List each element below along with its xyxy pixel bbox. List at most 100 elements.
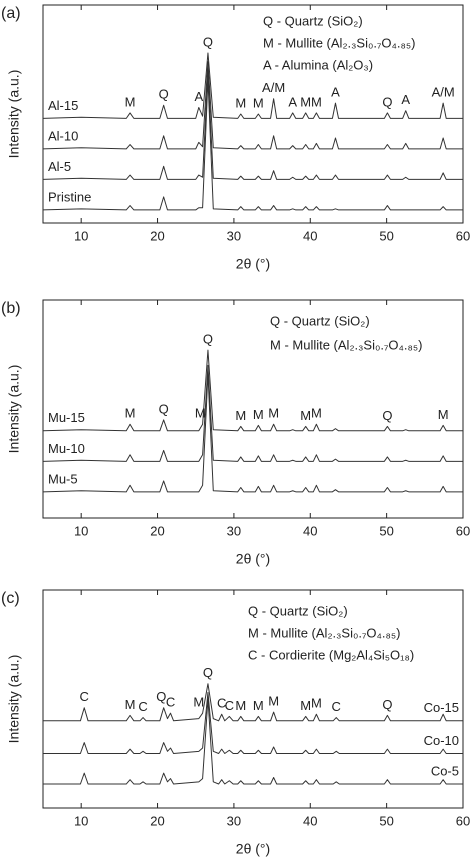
phase-legend-entry: Q - Quartz (SiO₂) (263, 13, 363, 28)
peak-annotation: C (217, 696, 226, 711)
peak-annotation: M (125, 406, 136, 421)
x-tick-label: 60 (456, 523, 470, 538)
peak-annotation: M (235, 698, 246, 713)
x-tick-label: 30 (227, 813, 241, 828)
peak-annotation: M (438, 407, 449, 422)
peak-annotation: Q (203, 34, 213, 49)
peak-annotation: M (235, 95, 246, 110)
peak-annotation: M (253, 698, 264, 713)
phase-legend-entry: M - Mullite (Al₂.₃Si₀.₇O₄.₈₅) (263, 35, 415, 50)
x-tick-label: 40 (303, 813, 317, 828)
x-axis-label: 2θ (°) (236, 841, 270, 857)
xrd-pattern (42, 349, 463, 432)
panel-label: (a) (1, 5, 21, 22)
phase-legend-entry: M - Mullite (Al₂.₃Si₀.₇O₄.₈₅) (270, 337, 422, 352)
xrd-pattern (42, 69, 463, 180)
x-tick-label: 10 (74, 523, 88, 538)
y-axis-label: Intensity (a.u.) (6, 655, 22, 744)
peak-annotation: Q (382, 697, 392, 712)
peak-annotation: A/M (432, 85, 455, 100)
xrd-pattern (42, 364, 463, 462)
peak-annotation: Q (159, 401, 169, 416)
peak-annotation: Q (382, 94, 392, 109)
series-label: Mu-5 (48, 471, 78, 486)
peak-annotation: M (311, 94, 322, 109)
series-label: Co-10 (424, 733, 459, 748)
xrd-pattern (43, 683, 463, 722)
x-axis-label: 2θ (°) (236, 256, 270, 272)
series-label: Mu-15 (48, 410, 85, 425)
xrd-pattern (42, 52, 463, 119)
series-label: Co-15 (424, 700, 459, 715)
peak-annotation: C (332, 699, 341, 714)
peak-annotation: M (268, 406, 279, 421)
x-axis-label: 2θ (°) (236, 551, 270, 567)
x-tick-label: 20 (150, 813, 164, 828)
peak-annotation: M (195, 406, 206, 421)
peak-annotation: M (311, 406, 322, 421)
phase-legend-entry: C - Cordierite (Mg₂Al₄Si₅O₁₈) (248, 647, 414, 662)
peak-annotation: C (166, 695, 175, 710)
phase-legend-entry: Q - Quartz (SiO₂) (270, 313, 370, 328)
y-axis-label: Intensity (a.u.) (6, 70, 22, 159)
x-tick-label: 20 (150, 228, 164, 243)
peak-annotation: M (125, 94, 136, 109)
x-tick-label: 50 (379, 228, 393, 243)
x-tick-label: 30 (227, 523, 241, 538)
phase-legend-entry: M - Mullite (Al₂.₃Si₀.₇O₄.₈₅) (248, 625, 400, 640)
peak-annotation: M (300, 698, 311, 713)
peak-annotation: C (80, 689, 89, 704)
peak-annotation: M (311, 696, 322, 711)
x-tick-label: 10 (74, 228, 88, 243)
peak-annotation: A (401, 92, 410, 107)
series-label: Pristine (48, 189, 91, 204)
plot-frame (42, 4, 464, 224)
xrd-pattern (43, 698, 463, 785)
peak-annotation: M (253, 95, 264, 110)
peak-annotation: M (125, 697, 136, 712)
series-label: Co-5 (431, 763, 459, 778)
x-tick-label: 30 (227, 228, 241, 243)
y-axis-label: Intensity (a.u.) (6, 365, 22, 454)
series-label: Al-5 (48, 159, 71, 174)
xrd-pattern (43, 691, 463, 754)
peak-annotation: M (300, 408, 311, 423)
x-tick-label: 20 (150, 523, 164, 538)
peak-annotation: M (193, 695, 204, 710)
phase-legend-entry: Q - Quartz (SiO₂) (248, 603, 348, 618)
peak-annotation: Q (203, 665, 213, 680)
peak-annotation: C (138, 699, 147, 714)
peak-annotation: A (288, 94, 297, 109)
series-label: Al-10 (48, 128, 78, 143)
x-tick-label: 60 (456, 813, 470, 828)
peak-annotation: M (300, 94, 311, 109)
x-tick-label: 60 (456, 228, 470, 243)
peak-annotation: M (235, 408, 246, 423)
series-label: Al-15 (48, 98, 78, 113)
x-tick-label: 50 (379, 523, 393, 538)
peak-annotation: A/M (262, 80, 285, 95)
xrd-pattern (42, 61, 463, 150)
peak-annotation: A (194, 89, 203, 104)
panel-label: (b) (1, 300, 21, 317)
peak-annotation: Q (156, 689, 166, 704)
peak-annotation: M (268, 694, 279, 709)
xrd-pattern (42, 373, 463, 493)
peak-annotation: Q (203, 332, 213, 347)
peak-annotation: Q (159, 87, 169, 102)
peak-annotation: A (331, 85, 340, 100)
x-tick-label: 40 (303, 523, 317, 538)
peak-annotation: M (253, 407, 264, 422)
series-label: Mu-10 (48, 441, 85, 456)
x-tick-label: 50 (379, 813, 393, 828)
panel-label: (c) (1, 590, 20, 607)
plot-frame (42, 299, 464, 519)
xrd-pattern (42, 78, 463, 211)
x-tick-label: 10 (74, 813, 88, 828)
plot-frame (42, 589, 464, 809)
peak-annotation: Q (382, 408, 392, 423)
phase-legend-entry: A - Alumina (Al₂O₃) (263, 57, 373, 72)
peak-annotation: C (225, 698, 234, 713)
